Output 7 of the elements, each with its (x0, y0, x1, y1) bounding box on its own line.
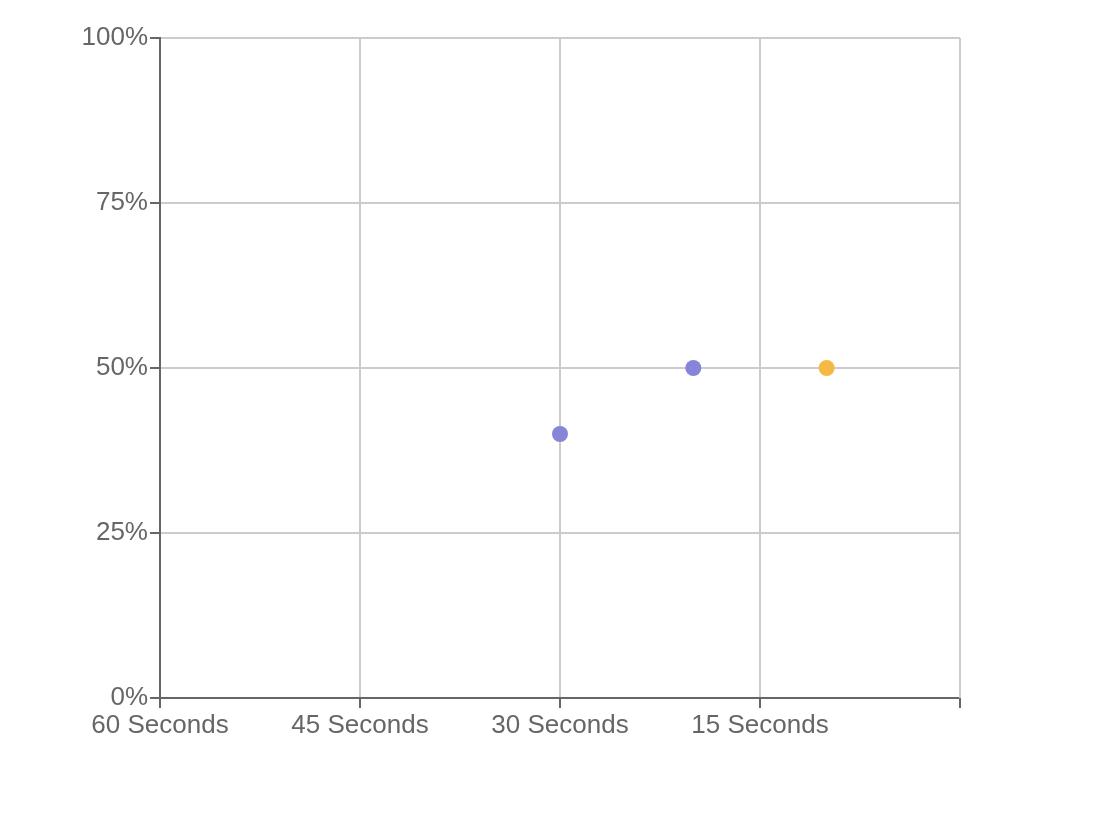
x-tick-label: 45 Seconds (291, 708, 429, 739)
y-tick-label: 50% (95, 351, 148, 382)
x-tick-label: 15 Seconds (691, 708, 829, 739)
y-tick-label: 25% (95, 516, 148, 547)
y-tick-label: 75% (95, 186, 148, 217)
y-tick-label: 100% (81, 21, 148, 52)
x-tick-label: 30 Seconds (491, 708, 629, 739)
